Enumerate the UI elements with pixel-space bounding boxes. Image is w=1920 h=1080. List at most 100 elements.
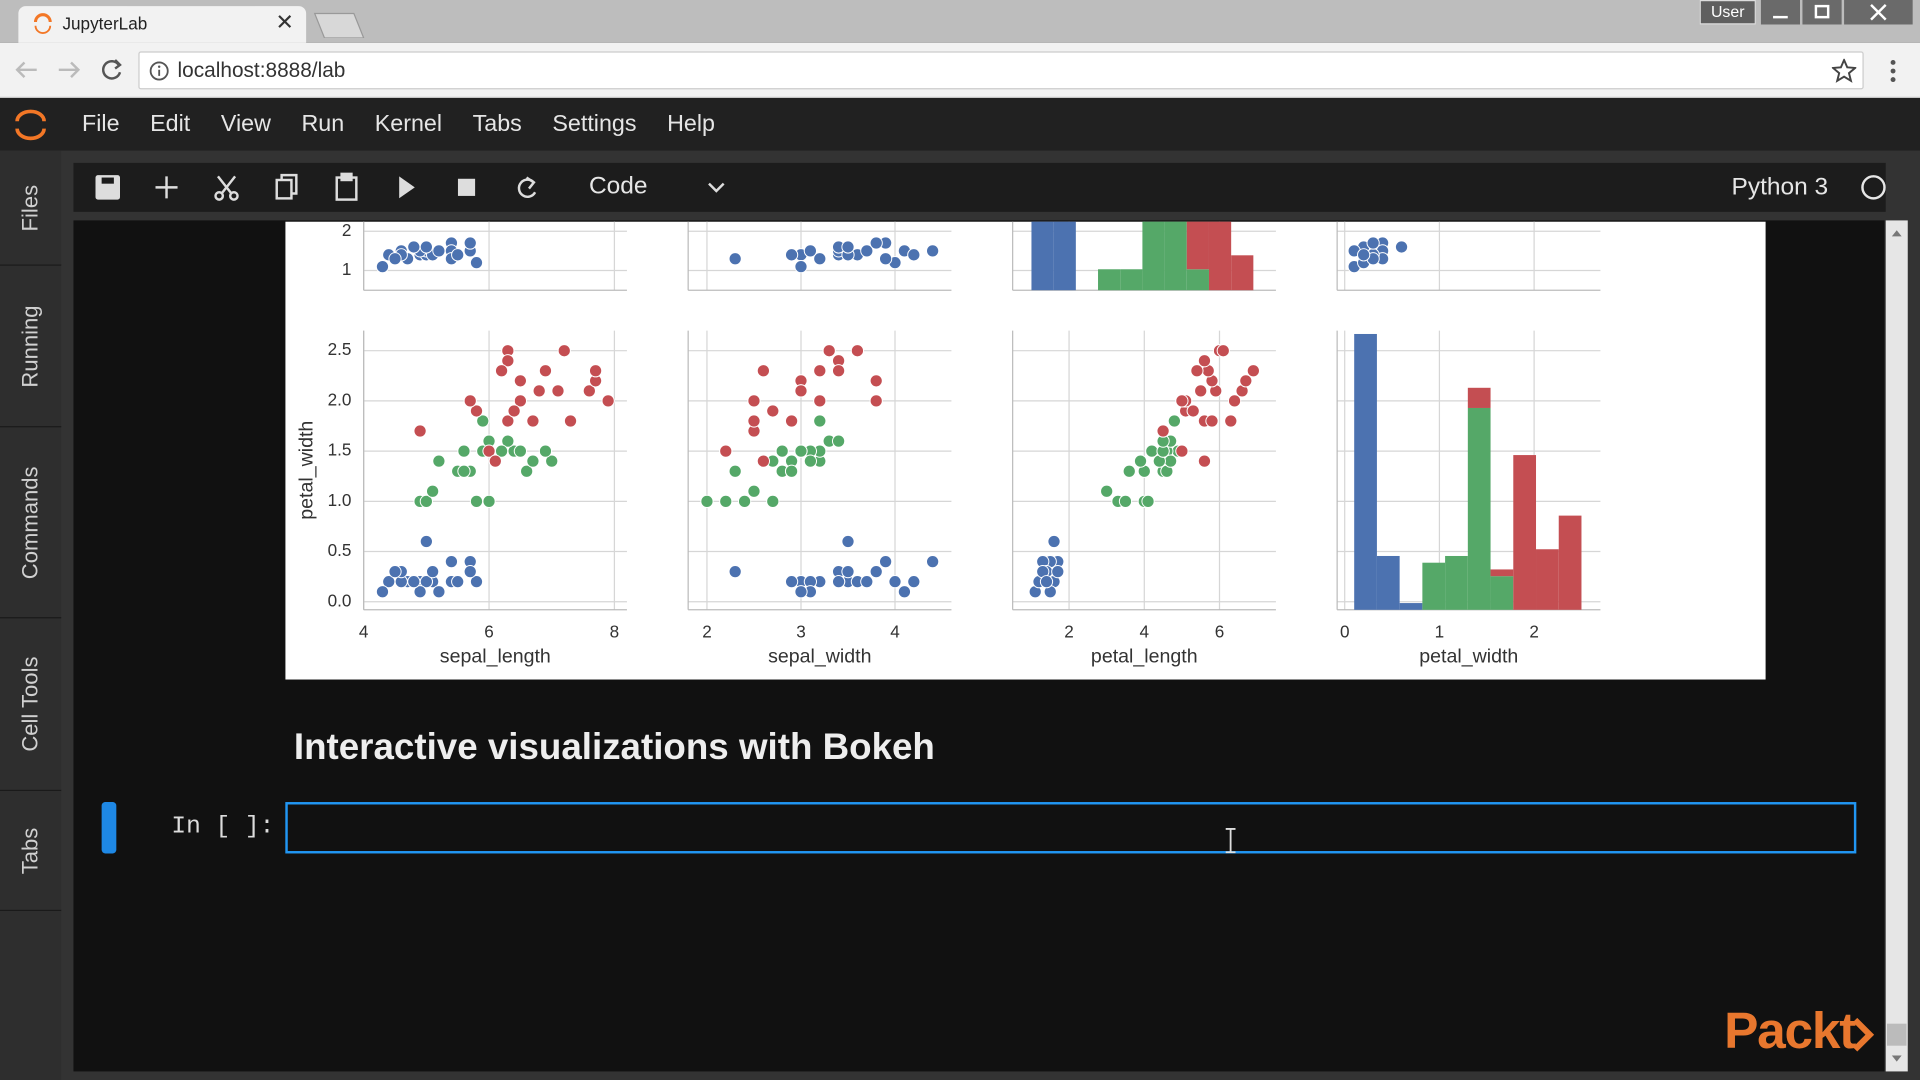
- scatter-point: [756, 454, 770, 468]
- x-tick-label: 2: [1529, 622, 1539, 642]
- menu-item[interactable]: Help: [667, 110, 715, 137]
- menu-item[interactable]: Tabs: [472, 110, 522, 137]
- y-tick-label: 0.5: [328, 540, 352, 560]
- scatter-point: [794, 259, 808, 274]
- sidebar-tab-label: Running: [17, 304, 43, 387]
- scatter-point: [803, 454, 818, 468]
- scatter-point: [813, 414, 827, 428]
- omnibox[interactable]: localhost:8888/lab: [138, 51, 1864, 90]
- address-bar: localhost:8888/lab: [0, 42, 1920, 98]
- bookmark-star[interactable]: [1831, 58, 1857, 83]
- scatter-point: [432, 454, 446, 468]
- sidebar-tab[interactable]: Commands: [0, 427, 62, 619]
- scatter-point: [1122, 464, 1136, 478]
- x-tick-label: 6: [484, 622, 494, 642]
- menu-item[interactable]: Settings: [552, 110, 637, 137]
- scatter-point: [860, 575, 874, 589]
- histogram-bar: [1490, 576, 1514, 610]
- sidebar-tab-label: Files: [17, 184, 43, 231]
- scatter-point: [501, 354, 515, 368]
- scatter-point: [388, 252, 402, 266]
- kernel-name: Python 3: [1731, 173, 1829, 201]
- kernel-status: [1861, 175, 1886, 200]
- sidebar-tab[interactable]: Files: [0, 151, 62, 266]
- scatter-point: [413, 585, 427, 599]
- sidebar-tab-label: Commands: [17, 465, 43, 579]
- sidebar-tab-label: Cell Tools: [17, 656, 43, 752]
- histogram-bar: [1513, 455, 1537, 610]
- menu-item[interactable]: View: [220, 110, 271, 137]
- scatter-point: [1197, 454, 1212, 468]
- histogram-bar: [1467, 387, 1491, 408]
- tab-bar: JupyterLab ✕ User: [0, 0, 1920, 43]
- scatter-point: [469, 404, 484, 418]
- window-controls[interactable]: [1760, 0, 1915, 25]
- menu-item[interactable]: File: [82, 110, 120, 137]
- notebook-toolbar: Code Python 3: [73, 162, 1886, 212]
- scatter-point: [803, 244, 818, 258]
- scatter-point: [784, 464, 799, 478]
- browser-tab[interactable]: JupyterLab ✕: [18, 6, 307, 43]
- scatter-point: [813, 394, 827, 408]
- scatter-point: [601, 394, 615, 408]
- histogram-bar: [1142, 221, 1165, 291]
- code-input[interactable]: [285, 802, 1857, 854]
- scatter-point: [463, 565, 477, 579]
- scatter-point: [888, 575, 902, 589]
- scatter-point: [1167, 414, 1181, 428]
- histogram-bar: [1031, 221, 1054, 291]
- scatter-point: [728, 565, 742, 579]
- scatter-point: [869, 565, 883, 579]
- cell-type-select[interactable]: Code: [588, 172, 648, 200]
- histogram-bar: [1467, 407, 1491, 610]
- menu-item[interactable]: Run: [301, 110, 345, 137]
- scatter-point: [375, 585, 390, 599]
- scatter-point: [1357, 248, 1371, 262]
- markdown-heading: Interactive visualizations with Bokeh: [293, 727, 935, 768]
- tab-close[interactable]: ✕: [275, 9, 294, 35]
- new-tab[interactable]: [312, 11, 366, 38]
- scatter-point: [719, 494, 733, 508]
- scatter-point: [1366, 236, 1380, 250]
- scatter-point: [588, 364, 603, 378]
- scatter-point: [831, 364, 846, 378]
- scatter-point: [426, 484, 440, 498]
- scatter-point: [444, 554, 459, 569]
- scatter-point: [494, 364, 509, 378]
- toolbar-icons[interactable]: [73, 163, 759, 212]
- scatter-point: [382, 575, 396, 589]
- scatter-point: [1224, 414, 1238, 428]
- histogram-bar: [1536, 549, 1559, 610]
- scatter-point: [538, 364, 553, 378]
- histogram-bar: [1186, 221, 1209, 270]
- histogram-bar: [1558, 515, 1582, 610]
- scatter-point: [1186, 404, 1200, 418]
- scatter-point: [926, 554, 940, 569]
- histogram-bar: [1231, 255, 1254, 291]
- x-axis-label: petal_width: [1419, 646, 1518, 668]
- scatter-point: [907, 248, 921, 262]
- menu-item[interactable]: Kernel: [374, 110, 443, 137]
- scatter-point: [1246, 364, 1260, 378]
- x-tick-label: 6: [1215, 622, 1225, 642]
- scatter-point: [501, 434, 515, 448]
- scatter-point: [419, 494, 433, 508]
- sidebar-tab[interactable]: Tabs: [0, 791, 62, 912]
- sidebar-tab[interactable]: Cell Tools: [0, 618, 62, 792]
- scrollbar[interactable]: [1885, 220, 1908, 1072]
- browser-menu[interactable]: [1886, 58, 1901, 85]
- menu-item[interactable]: Edit: [150, 110, 191, 137]
- scatter-point: [488, 454, 502, 468]
- scatter-point: [813, 364, 827, 378]
- scatter-point: [551, 384, 565, 398]
- nav-buttons[interactable]: [12, 55, 134, 84]
- scatter-point: [879, 554, 893, 569]
- sidebar-tab[interactable]: Running: [0, 266, 62, 428]
- scatter-point: [1197, 354, 1212, 368]
- scatter-point: [747, 414, 761, 428]
- scatter-point: [563, 414, 578, 428]
- watermark: Packt: [1724, 1001, 1856, 1060]
- scatter-point: [869, 374, 883, 388]
- scatter-point: [1175, 394, 1189, 408]
- scatter-point: [784, 248, 799, 262]
